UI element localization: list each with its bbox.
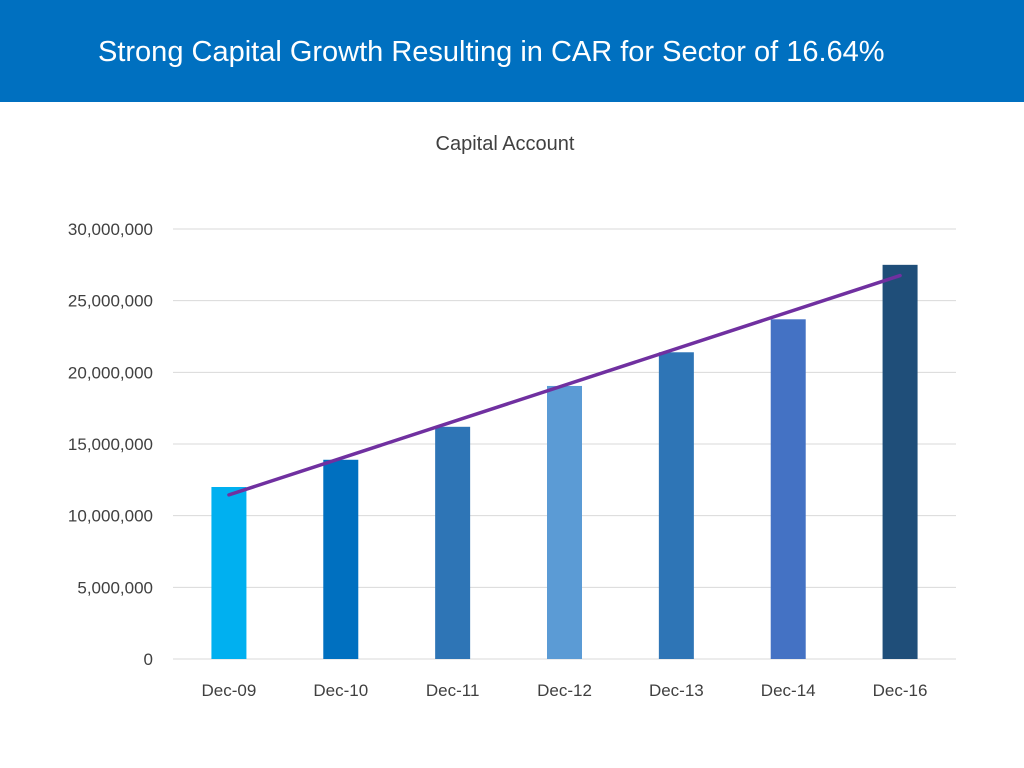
y-tick-label: 0: [144, 650, 153, 669]
x-tick-label: Dec-09: [202, 681, 257, 700]
x-axis-labels: Dec-09 Dec-10 Dec-11 Dec-12 Dec-13 Dec-14 Dec-…: [202, 681, 928, 700]
bars: [211, 264, 918, 659]
bar-dec-16: [882, 264, 918, 659]
bar-dec-12: [547, 385, 582, 659]
y-tick-label: 15,000,000: [68, 435, 153, 454]
bar-dec-11: [435, 426, 471, 659]
y-tick-label: 10,000,000: [68, 507, 153, 526]
y-tick-label: 5,000,000: [77, 578, 153, 597]
y-tick-label: 20,000,000: [68, 363, 153, 382]
y-tick-label: 30,000,000: [68, 220, 153, 239]
slide-header: Strong Capital Growth Resulting in CAR f…: [0, 0, 1024, 102]
trendline-group: [227, 273, 902, 497]
trendline: [227, 273, 902, 497]
slide-title: Strong Capital Growth Resulting in CAR f…: [98, 36, 885, 68]
x-tick-label: Dec-10: [313, 681, 368, 700]
x-tick-label: Dec-13: [649, 681, 704, 700]
y-tick-label: 25,000,000: [68, 292, 153, 311]
x-tick-label: Dec-12: [537, 681, 592, 700]
x-tick-label: Dec-16: [873, 681, 928, 700]
y-axis-labels: 0 5,000,000 10,000,000 15,000,000 20,000,000…: [68, 220, 153, 669]
bar-dec-14: [770, 319, 806, 659]
chart-title: Capital Account: [435, 133, 575, 155]
x-tick-label: Dec-14: [761, 681, 816, 700]
bar-dec-10: [323, 459, 359, 659]
bar-dec-09: [211, 487, 247, 659]
x-tick-label: Dec-11: [426, 681, 480, 700]
bar-dec-13: [658, 352, 694, 659]
